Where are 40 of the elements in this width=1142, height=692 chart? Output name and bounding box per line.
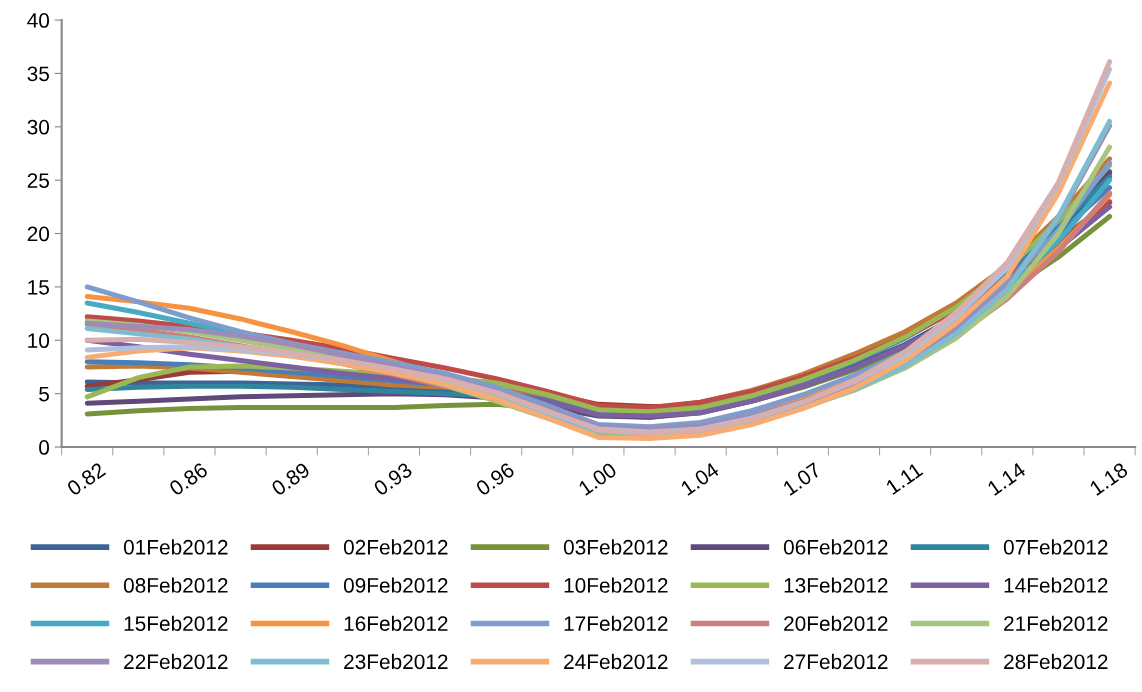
x-tick-label: 1.14 [986,461,1027,496]
legend-label: 02Feb2012 [343,539,448,555]
y-tick-label: 25 [27,173,49,188]
legend-label: 14Feb2012 [1004,577,1108,593]
legend-label: 24Feb2012 [564,653,668,670]
legend-label: 17Feb2012 [564,615,668,631]
y-tick-label: 15 [28,280,49,295]
legend-label: 01Feb2012 [123,539,228,555]
x-tick-label: 1.00 [577,461,618,496]
legend-label: 27Feb2012 [784,653,888,670]
x-tick-label: 1.07 [782,461,822,496]
y-tick-label: 35 [27,66,49,82]
legend-label: 20Feb2012 [784,615,888,631]
legend-label: 08Feb2012 [123,577,228,593]
x-tick-label: 1.18 [1089,461,1129,496]
legend-label: 21Feb2012 [1004,615,1108,631]
x-tick-label: 0.89 [270,461,311,497]
x-tick-label: 1.04 [680,461,720,496]
legend-label: 10Feb2012 [564,577,668,593]
legend-label: 15Feb2012 [124,615,228,631]
legend-label: 22Feb2012 [124,653,228,670]
y-tick-label: 0 [39,440,50,455]
x-tick-label: 0.86 [168,461,209,497]
legend-label: 03Feb2012 [563,539,668,555]
x-tick-label: 1.11 [885,462,924,495]
y-tick-label: 20 [27,226,50,242]
legend-label: 16Feb2012 [344,615,448,631]
y-tick-label: 30 [27,119,50,135]
y-tick-label: 5 [39,386,49,402]
legend-label: 13Feb2012 [784,577,888,593]
legend-label: 28Feb2012 [1004,653,1108,670]
legend-label: 07Feb2012 [1003,539,1108,555]
legend-label: 09Feb2012 [343,577,448,593]
y-tick-label: 40 [27,13,50,28]
y-tick-label: 10 [28,333,50,349]
x-tick-label: 0.96 [474,461,516,497]
legend-label: 23Feb2012 [344,653,448,670]
x-tick-label: 0.82 [66,461,107,497]
x-tick-label: 0.93 [372,461,413,497]
legend-label: 06Feb2012 [783,539,888,555]
